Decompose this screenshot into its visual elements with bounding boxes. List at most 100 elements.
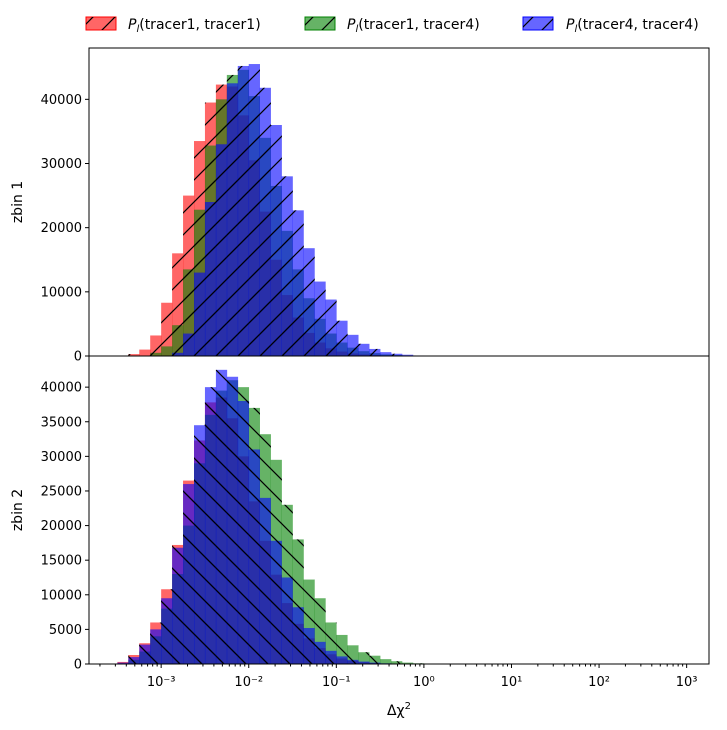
bar-hatch <box>303 248 315 356</box>
x-tick-label: 10² <box>588 675 610 690</box>
bar-hatch <box>150 629 162 664</box>
legend-item-3: Pl(tracer4, tracer4) <box>522 16 699 35</box>
bar-hatch <box>380 659 392 664</box>
bar-hatch <box>391 661 403 664</box>
bar-hatch <box>325 650 337 664</box>
bar-hatch <box>204 387 217 664</box>
bar-hatch <box>270 125 282 356</box>
bar-hatch <box>270 540 282 664</box>
bar-hatch <box>281 176 293 356</box>
y-tick-label: 20000 <box>41 221 82 236</box>
bar-hatch <box>325 622 337 664</box>
bar-hatch <box>139 644 151 664</box>
bar-hatch <box>248 64 260 356</box>
y-tick-label: 30000 <box>41 157 82 172</box>
y-tick-label: 40000 <box>41 381 82 396</box>
bar-hatch <box>303 579 315 664</box>
y-tick-label: 25000 <box>41 484 82 499</box>
y-tick-label: 0 <box>74 658 82 673</box>
legend-label-2: Pl(tracer1, tracer4) <box>347 17 480 35</box>
bar-hatch <box>347 659 359 664</box>
bar-hatch <box>292 607 304 664</box>
bar-hatch <box>226 83 239 356</box>
panel-2-series-3 <box>117 369 414 664</box>
y-axis-label-2: zbin 2 <box>10 489 26 531</box>
y-tick-label: 15000 <box>41 554 82 569</box>
y-axis-label-1: zbin 1 <box>10 181 26 223</box>
bar-hatch <box>358 652 370 664</box>
bar-hatch <box>369 662 381 664</box>
legend: Pl(tracer1, tracer1) Pl(tracer1, tracer4… <box>85 16 699 35</box>
bar-hatch <box>183 484 195 664</box>
bar-hatch <box>172 547 184 664</box>
x-axis: 10⁻³ 10⁻² 10⁻¹ 10⁰ 10¹ 10² 10³ <box>99 664 698 690</box>
bar-hatch <box>172 253 184 356</box>
bar-hatch <box>139 349 151 356</box>
y-tick-label: 40000 <box>41 93 82 108</box>
bar-hatch <box>226 376 239 664</box>
y-tick-label: 35000 <box>41 415 82 430</box>
bar-hatch <box>369 655 381 664</box>
panel-frame-2 <box>88 355 710 665</box>
x-tick-label: 10⁰ <box>413 675 435 690</box>
panel-1: 0 10000 20000 30000 40000 zbin 1 <box>10 47 710 365</box>
bar-hatch <box>391 353 403 356</box>
legend-swatch-hatch-3 <box>523 17 553 30</box>
bar-hatch <box>259 87 271 356</box>
x-tick-label: 10⁻³ <box>147 675 176 690</box>
bar-hatch <box>314 641 326 664</box>
bar-hatch <box>369 348 381 356</box>
legend-label-1: Pl(tracer1, tracer1) <box>128 17 261 35</box>
bar-hatch <box>237 65 250 356</box>
bar-hatch <box>248 449 260 664</box>
bar-hatch <box>380 352 392 356</box>
legend-swatch-hatch-2 <box>305 17 335 30</box>
y-tick-label: 20000 <box>41 519 82 534</box>
bar-hatch <box>402 354 414 356</box>
legend-item-1: Pl(tracer1, tracer1) <box>85 16 261 35</box>
bar-hatch <box>172 325 184 356</box>
bar-hatch <box>128 354 140 356</box>
bar-hatch <box>336 634 348 664</box>
x-tick-label: 10¹ <box>501 675 523 690</box>
bar-hatch <box>314 598 326 664</box>
bar-hatch <box>117 662 129 664</box>
plot-area: 0 10000 20000 30000 40000 zbin 1 0 5000 10000 150… <box>10 47 710 690</box>
legend-item-2: Pl(tracer1, tracer4) <box>304 16 480 35</box>
y-tick-label: 10000 <box>41 588 82 603</box>
legend-label-3: Pl(tracer4, tracer4) <box>566 17 699 35</box>
bar-hatch <box>292 539 304 664</box>
bar-hatch <box>172 352 184 356</box>
bar-hatch <box>314 281 326 356</box>
bar-hatch <box>194 272 206 356</box>
bar-hatch <box>358 661 370 664</box>
x-axis-label: Δχ2 <box>387 701 411 719</box>
bar-hatch <box>161 598 173 664</box>
bar-hatch <box>204 202 217 356</box>
bar-hatch <box>128 657 140 664</box>
bar-hatch <box>281 577 293 664</box>
x-tick-label: 10⁻¹ <box>322 675 351 690</box>
y-tick-label: 30000 <box>41 450 82 465</box>
panel-1-series-3 <box>172 64 436 356</box>
bar-hatch <box>292 210 304 356</box>
bar-hatch <box>194 425 206 664</box>
bar-hatch <box>358 343 370 356</box>
legend-swatch-hatch-1 <box>86 17 116 30</box>
bar-hatch <box>325 299 337 356</box>
y-tick-label: 0 <box>74 350 82 365</box>
bar-hatch <box>336 320 348 356</box>
bar-hatch <box>183 269 195 356</box>
panel-2: 0 5000 10000 15000 20000 25000 30000 35000 40000… <box>10 355 710 673</box>
bar-hatch <box>183 333 195 356</box>
bar-hatch <box>259 497 271 664</box>
bar-hatch <box>161 302 173 356</box>
bar-hatch <box>215 144 228 356</box>
x-tick-label: 10⁻² <box>234 675 263 690</box>
bar-hatch <box>215 369 228 664</box>
bar-hatch <box>150 335 162 356</box>
bar-hatch <box>237 400 250 664</box>
bar-hatch <box>303 628 315 664</box>
bar-hatch <box>150 352 162 356</box>
